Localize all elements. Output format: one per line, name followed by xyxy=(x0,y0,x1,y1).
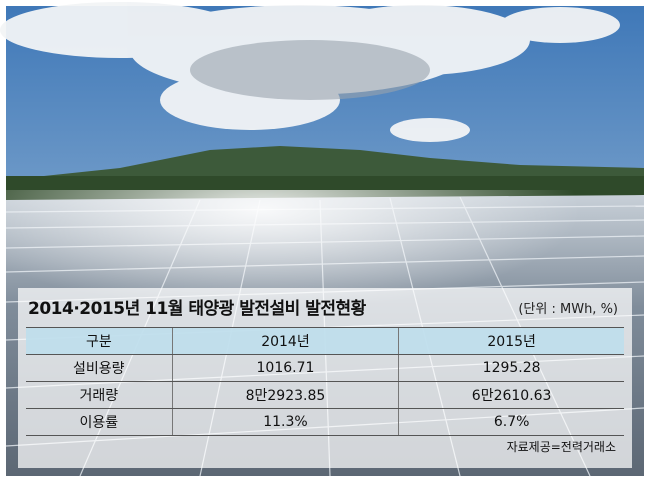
column-header: 구분 xyxy=(26,327,173,355)
table-cell: 설비용량 xyxy=(26,354,173,382)
table-cell: 거래량 xyxy=(26,381,173,409)
table-cell: 이용률 xyxy=(26,408,173,436)
table-cell: 6.7% xyxy=(398,408,624,436)
table: 구분 2014년 2015년 설비용량 1016.71 1295.28 거래량 8만2923.… xyxy=(26,327,624,436)
column-header: 2014년 xyxy=(171,327,399,355)
table-cell: 11.3% xyxy=(171,408,399,436)
source: 자료제공=전력거래소 xyxy=(506,440,616,454)
table-cell: 6만2610.63 xyxy=(398,381,624,409)
table-row: 설비용량 1016.71 1295.28 xyxy=(26,354,624,382)
table-cell: 1016.71 xyxy=(171,354,399,382)
table-row: 거래량 8만2923.85 6만2610.63 xyxy=(26,381,624,409)
title: 2014·2015년 11월 태양광 발전설비 발전현황 xyxy=(28,299,366,319)
header-row: 구분 2014년 2015년 xyxy=(26,327,624,355)
column-header: 2015년 xyxy=(398,327,624,355)
table-cell: 8만2923.85 xyxy=(171,381,399,409)
table-panel: 2014·2015년 11월 태양광 발전설비 발전현황 (단위 : MWh, … xyxy=(18,288,632,468)
table-cell: 1295.28 xyxy=(398,354,624,382)
table-row: 이용률 11.3% 6.7% xyxy=(26,408,624,436)
unit: (단위 : MWh, %) xyxy=(518,302,618,317)
